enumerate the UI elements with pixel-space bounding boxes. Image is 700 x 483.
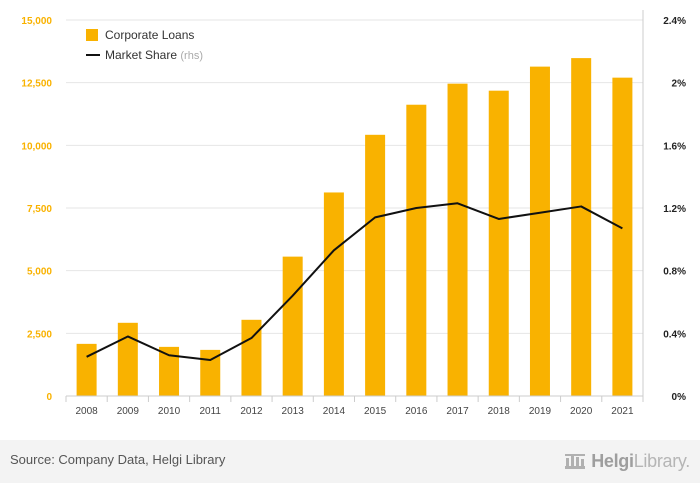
legend-label-corporate-loans: Corporate Loans [105,28,194,42]
right-tick-label: 0.4% [663,329,686,340]
x-tick-label: 2012 [240,406,263,417]
bar [571,58,592,397]
legend-rhs-suffix: (rhs) [180,50,203,62]
x-tick-label: 2010 [158,406,181,417]
left-tick-label: 7,500 [27,204,52,215]
library-building-icon [565,454,586,469]
bar [159,346,180,396]
x-tick-label: 2018 [488,406,511,417]
bar [529,66,550,397]
bar [488,90,509,397]
gridlines [66,19,643,334]
left-tick-label: 10,000 [21,141,52,152]
line-series [86,202,623,361]
bar [117,322,138,396]
combo-chart: 0 2,500 5,000 7,500 10,000 12,500 15,000 0% 0.4… [21,10,687,417]
right-tick-label: 1.6% [663,141,686,152]
brand-text: HelgiLibrary. [591,450,690,471]
bar [323,192,344,396]
x-tick-label: 2021 [611,406,634,417]
bar [282,256,303,396]
x-tick-label: 2013 [282,406,305,417]
bar [447,83,468,396]
right-tick-label: 0% [672,392,687,403]
right-tick-label: 0.8% [663,267,686,278]
right-axis: 0% 0.4% 0.8% 1.2% 1.6% 2% 2.4% [642,10,687,403]
right-tick-label: 2% [672,79,687,90]
left-tick-label: 0 [46,392,52,403]
bar [200,349,221,396]
x-tick-label: 2015 [364,406,387,417]
brand-logo[interactable]: HelgiLibrary. [564,449,690,473]
left-tick-label: 15,000 [21,16,52,27]
right-tick-label: 2.4% [663,16,686,27]
right-tick-label: 1.2% [663,204,686,215]
x-tick-label: 2008 [75,406,98,417]
x-axis: 2008 2009 2010 2011 2012 2013 2014 2015 2016 2017… [65,395,644,417]
left-tick-label: 12,500 [21,79,52,90]
bar [406,104,427,396]
x-tick-label: 2020 [570,406,593,417]
x-tick-label: 2014 [323,406,346,417]
left-tick-label: 5,000 [27,267,52,278]
x-tick-label: 2019 [529,406,552,417]
left-tick-label: 2,500 [27,329,52,340]
legend: Corporate Loans Market Share (rhs) [86,28,203,62]
bar [612,77,633,397]
x-tick-label: 2016 [405,406,428,417]
x-tick-label: 2009 [117,406,140,417]
source-note: Source: Company Data, Helgi Library [10,452,226,467]
bar [365,134,386,396]
left-axis: 0 2,500 5,000 7,500 10,000 12,500 15,000 [21,16,52,403]
legend-label-market-share: Market Share (rhs) [105,48,203,62]
bar [241,319,262,396]
bar [76,343,97,396]
footer: Source: Company Data, Helgi Library Helg… [0,440,700,483]
bar-series [76,58,633,397]
market-share-line [86,202,623,361]
legend-swatch-bar [86,29,98,41]
x-tick-label: 2011 [199,406,221,417]
x-tick-label: 2017 [446,406,469,417]
